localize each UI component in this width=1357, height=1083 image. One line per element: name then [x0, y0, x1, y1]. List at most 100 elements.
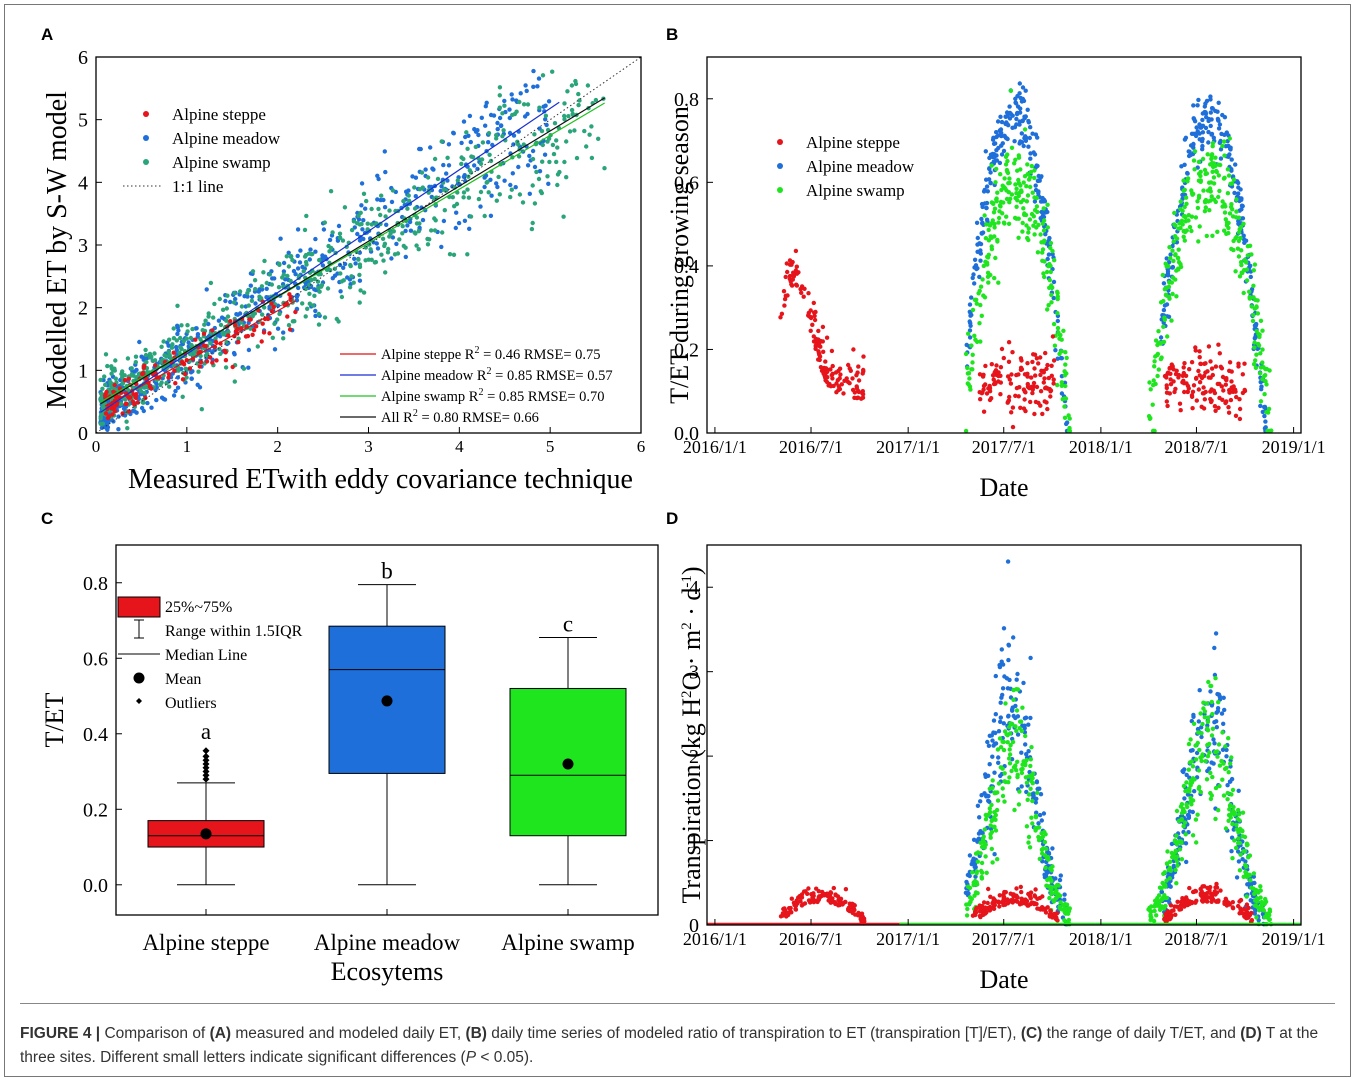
- swamp-point: [1260, 377, 1265, 382]
- swamp-point: [304, 213, 309, 219]
- legend-label: Alpine swamp: [806, 181, 905, 200]
- steppe-point: [1203, 389, 1208, 395]
- swamp-point: [1226, 770, 1231, 775]
- meadow-point: [1040, 213, 1046, 218]
- swamp-point: [1175, 256, 1181, 261]
- swamp-point: [564, 139, 569, 144]
- x-tick-label: 6: [637, 437, 646, 456]
- swamp-point: [593, 97, 599, 103]
- swamp-point: [1252, 262, 1258, 267]
- meadow-point: [1022, 114, 1027, 119]
- swamp-point: [100, 421, 106, 426]
- steppe-point: [1177, 401, 1183, 406]
- steppe-point: [818, 365, 824, 370]
- swamp-point: [1169, 850, 1175, 856]
- swamp-point: [1249, 252, 1254, 257]
- swamp-point: [562, 159, 567, 165]
- steppe-point: [1041, 370, 1047, 375]
- y-tick-label: 0.4: [83, 724, 108, 746]
- swamp-point: [412, 185, 417, 190]
- swamp-point: [1047, 884, 1052, 889]
- swamp-point: [1210, 140, 1216, 146]
- meadow-point: [993, 673, 998, 679]
- swamp-point: [1185, 176, 1191, 181]
- swamp-point: [1251, 295, 1256, 300]
- swamp-point: [455, 178, 460, 183]
- meadow-point: [999, 647, 1004, 652]
- swamp-point: [1184, 802, 1189, 807]
- fit-line: [100, 101, 560, 413]
- meadow-point: [1034, 810, 1039, 815]
- swamp-point: [1066, 413, 1071, 418]
- steppe-point: [182, 371, 188, 377]
- swamp-point: [990, 218, 995, 223]
- swamp-point: [1208, 770, 1213, 776]
- meadow-point: [1006, 643, 1012, 648]
- steppe-point: [824, 379, 830, 385]
- swamp-point: [1033, 219, 1038, 225]
- swamp-point: [1244, 278, 1250, 283]
- swamp-point: [990, 778, 995, 783]
- swamp-point: [379, 252, 384, 257]
- steppe-point: [1030, 387, 1036, 392]
- swamp-point: [965, 381, 970, 386]
- swamp-point: [465, 187, 470, 192]
- steppe-point: [789, 896, 794, 901]
- steppe-point: [1051, 381, 1056, 386]
- meadow-point: [1221, 695, 1226, 700]
- swamp-point: [401, 198, 406, 204]
- meadow-point: [980, 230, 986, 235]
- swamp-point: [555, 182, 560, 188]
- steppe-point: [1034, 384, 1040, 390]
- meadow-point: [1007, 104, 1012, 109]
- meadow-point: [1212, 741, 1217, 746]
- steppe-point: [998, 380, 1003, 385]
- steppe-point: [142, 363, 147, 368]
- meadow-point: [1233, 162, 1238, 167]
- steppe-point: [991, 377, 996, 382]
- steppe-point: [1016, 372, 1021, 377]
- steppe-point: [198, 359, 204, 365]
- swamp-point: [510, 112, 515, 118]
- steppe-point: [261, 330, 267, 335]
- steppe-point: [988, 894, 993, 899]
- meadow-point: [300, 264, 305, 270]
- swamp-point: [1201, 700, 1206, 705]
- swamp-point: [218, 351, 223, 356]
- caption-ref-b: (B): [465, 1025, 487, 1042]
- steppe-point: [813, 343, 818, 348]
- meadow-point: [1218, 138, 1223, 144]
- swamp-point: [176, 368, 181, 373]
- swamp-point: [133, 354, 139, 359]
- swamp-point: [1262, 915, 1268, 920]
- swamp-point: [380, 236, 386, 241]
- swamp-point: [1151, 918, 1157, 924]
- meadow-point: [116, 427, 121, 432]
- meadow-point: [997, 160, 1003, 166]
- swamp-point: [1181, 234, 1186, 239]
- swamp-point: [1024, 780, 1030, 785]
- meadow-point: [1015, 732, 1021, 737]
- swamp-point: [171, 336, 177, 341]
- swamp-point: [1033, 828, 1038, 833]
- steppe-point: [230, 364, 235, 370]
- swamp-point: [1032, 232, 1037, 237]
- swamp-point: [999, 187, 1004, 193]
- steppe-point: [781, 289, 787, 294]
- meadow-point: [320, 253, 325, 258]
- meadow-point: [475, 166, 480, 172]
- meadow-point: [495, 126, 500, 132]
- steppe-point: [1001, 894, 1007, 900]
- steppe-point: [974, 905, 979, 911]
- swamp-point: [1205, 726, 1210, 731]
- swamp-point: [1050, 248, 1055, 254]
- swamp-point: [1047, 277, 1053, 283]
- swamp-point: [517, 99, 522, 105]
- steppe-point: [989, 906, 994, 911]
- swamp-point: [1045, 856, 1050, 862]
- swamp-point: [1007, 724, 1012, 730]
- swamp-point: [269, 282, 274, 287]
- swamp-point: [1025, 172, 1030, 177]
- swamp-point: [1236, 836, 1241, 841]
- swamp-point: [1202, 167, 1208, 173]
